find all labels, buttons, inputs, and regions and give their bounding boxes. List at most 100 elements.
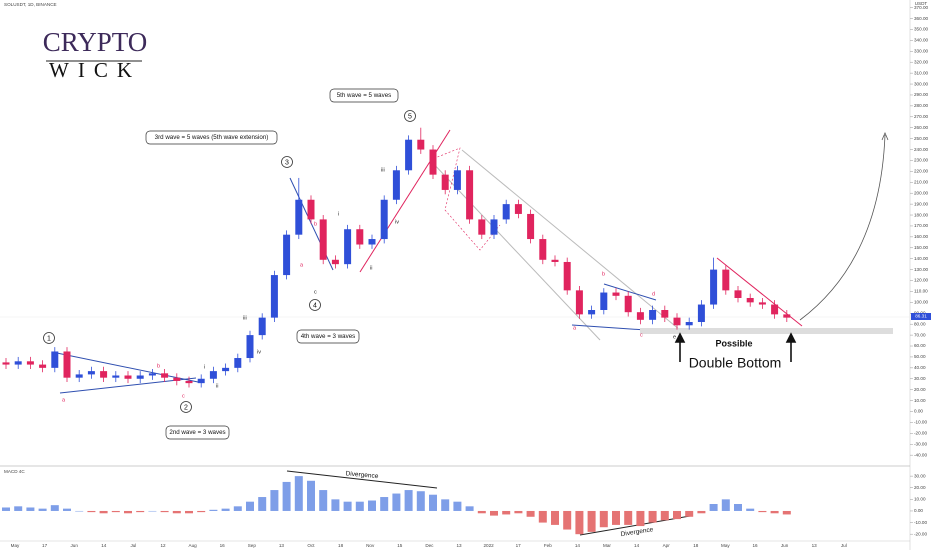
x-tick-label: Jun <box>70 543 78 548</box>
trendline <box>51 351 199 383</box>
candle-body <box>722 269 730 291</box>
wave-label: iv <box>257 349 261 355</box>
y-tick-label: 130.00 <box>914 267 928 272</box>
candle-body <box>417 139 425 150</box>
callout-box <box>329 88 399 103</box>
candle-body <box>441 174 449 190</box>
y-tick-label: 310.00 <box>914 70 928 75</box>
note: Double Bottom <box>689 355 782 371</box>
wave-label: iv <box>395 219 399 225</box>
candle-body <box>2 362 10 365</box>
callout: 3rd wave = 5 waves (5th wave extension) <box>155 134 269 141</box>
annotation: Divergence <box>345 470 379 480</box>
histogram-bar <box>673 510 681 520</box>
wave-circle <box>281 156 293 168</box>
callout: 5th wave = 5 waves <box>337 92 392 99</box>
candle-body <box>478 219 486 235</box>
candle-body <box>539 239 547 260</box>
histogram-bar <box>282 481 291 511</box>
candle-body <box>173 377 181 381</box>
histogram-bar <box>734 504 742 511</box>
candle-body <box>673 317 681 326</box>
y-tick-label: 100.00 <box>914 300 928 305</box>
wave-label: c <box>314 289 317 295</box>
candle-body <box>148 373 156 376</box>
projection-arrow <box>799 134 886 321</box>
histogram-bar <box>587 510 596 532</box>
x-tick-label: Dec <box>425 543 434 548</box>
panel-title: MACD 4C <box>4 469 25 474</box>
candle-body <box>636 312 644 320</box>
wave-label: b <box>314 221 317 227</box>
candle-body <box>588 310 596 315</box>
histogram-bar <box>307 480 315 511</box>
y-tick-label: 90.00 <box>914 310 926 315</box>
candle-body <box>197 378 205 384</box>
x-tick-label: 16 <box>220 543 226 548</box>
histogram-bar <box>575 510 584 535</box>
y-tick-label: 80.00 <box>914 321 926 326</box>
logo-top: CRYPTO <box>43 27 148 57</box>
wave-label: a <box>573 325 577 331</box>
candle-body <box>429 149 437 175</box>
candle-body <box>746 297 754 303</box>
y-tick-label: 170.00 <box>914 223 928 228</box>
histogram-bar <box>209 509 218 511</box>
candle-body <box>124 375 132 379</box>
y-tick-label: 330.00 <box>914 49 928 54</box>
candle-body <box>661 310 669 318</box>
y2-tick-label: -10.00 <box>914 520 927 525</box>
histogram-bar <box>453 501 462 511</box>
wave-label: ii <box>216 383 218 389</box>
candle-body <box>185 380 193 384</box>
candle-body <box>551 259 559 262</box>
histogram-bar <box>75 510 84 512</box>
candle-body <box>258 317 266 336</box>
y-tick-label: 120.00 <box>914 278 928 283</box>
channel <box>429 159 601 341</box>
note: Possible <box>715 338 752 348</box>
x-tick-label: Mar <box>603 543 611 548</box>
histogram-bar <box>551 510 559 525</box>
wave-label: a <box>300 262 304 268</box>
histogram-bar <box>294 476 303 511</box>
histogram-bar <box>490 510 498 516</box>
divergence-line <box>579 515 691 536</box>
y-tick-label: 220.00 <box>914 169 928 174</box>
arrow-head <box>881 131 889 141</box>
histogram-bar <box>538 510 547 523</box>
histogram-bar <box>99 510 108 514</box>
candle-body <box>453 170 461 190</box>
histogram-bar <box>124 510 132 514</box>
histogram-bar <box>502 510 511 515</box>
candle-body <box>136 375 144 379</box>
candle-body <box>771 304 779 315</box>
candle-body <box>380 199 388 240</box>
wave-label: i <box>204 364 205 370</box>
x-tick-label: Jul <box>841 543 847 548</box>
x-tick-label: Apr <box>663 543 671 548</box>
candle-body <box>600 292 608 310</box>
histogram-bar <box>197 510 206 513</box>
y-tick-label: 30.00 <box>914 376 926 381</box>
y2-tick-label: -20.00 <box>914 531 927 536</box>
histogram-bar <box>636 510 645 527</box>
histogram-bar <box>416 491 425 511</box>
candle-body <box>466 170 474 220</box>
candle-body <box>51 351 59 368</box>
histogram-bar <box>368 500 376 511</box>
candle-body <box>283 234 291 276</box>
wave-label: b <box>602 271 605 277</box>
candle-body <box>710 269 718 305</box>
wave-number: 3 <box>285 159 289 166</box>
histogram-bar <box>770 510 779 514</box>
y-tick-label: 250.00 <box>914 136 928 141</box>
candle-body <box>368 239 376 245</box>
histogram-bar <box>465 506 474 511</box>
histogram-bar <box>685 510 694 517</box>
histogram-bar <box>331 499 340 511</box>
candle-body <box>295 199 303 235</box>
candle-body <box>234 358 242 368</box>
wave-label: i <box>338 211 339 217</box>
